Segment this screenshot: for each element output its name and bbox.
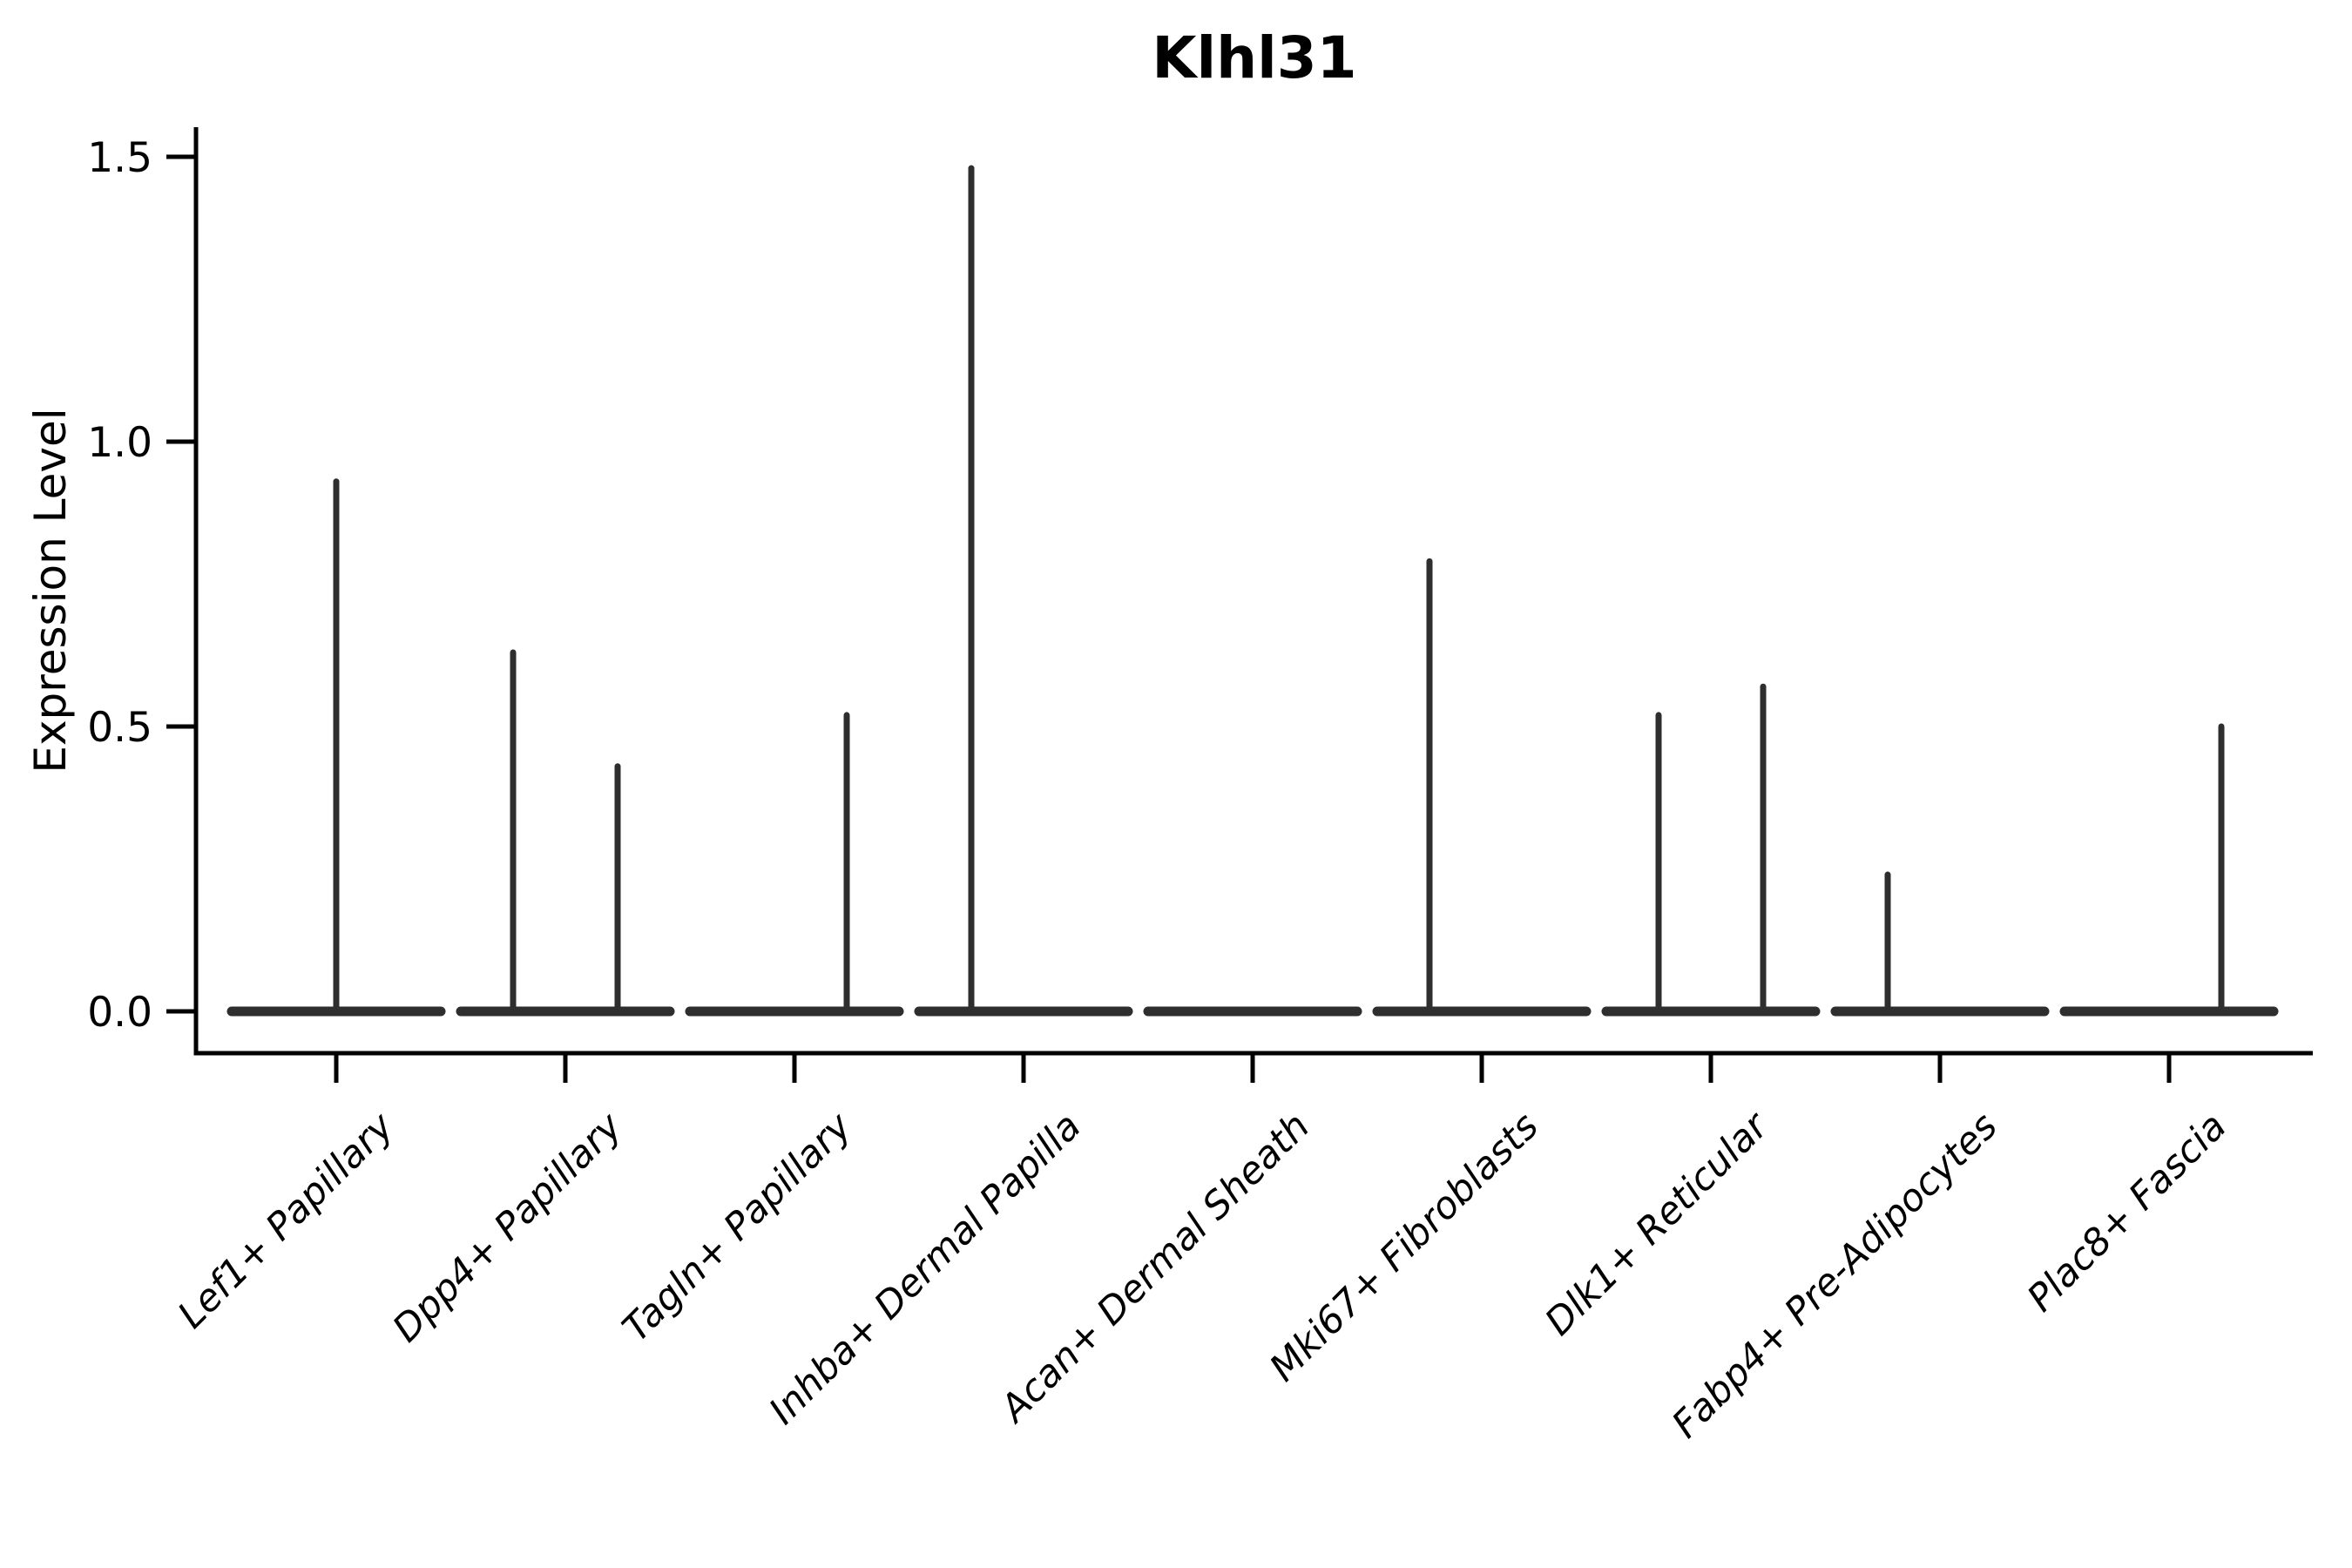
y-tick-label: 1.5	[87, 134, 152, 182]
y-tick-label: 0.5	[87, 704, 152, 752]
y-tick-label: 0.0	[87, 989, 152, 1037]
y-tick-label: 1.0	[87, 419, 152, 467]
plot-title: Klhl31	[1152, 24, 1357, 91]
